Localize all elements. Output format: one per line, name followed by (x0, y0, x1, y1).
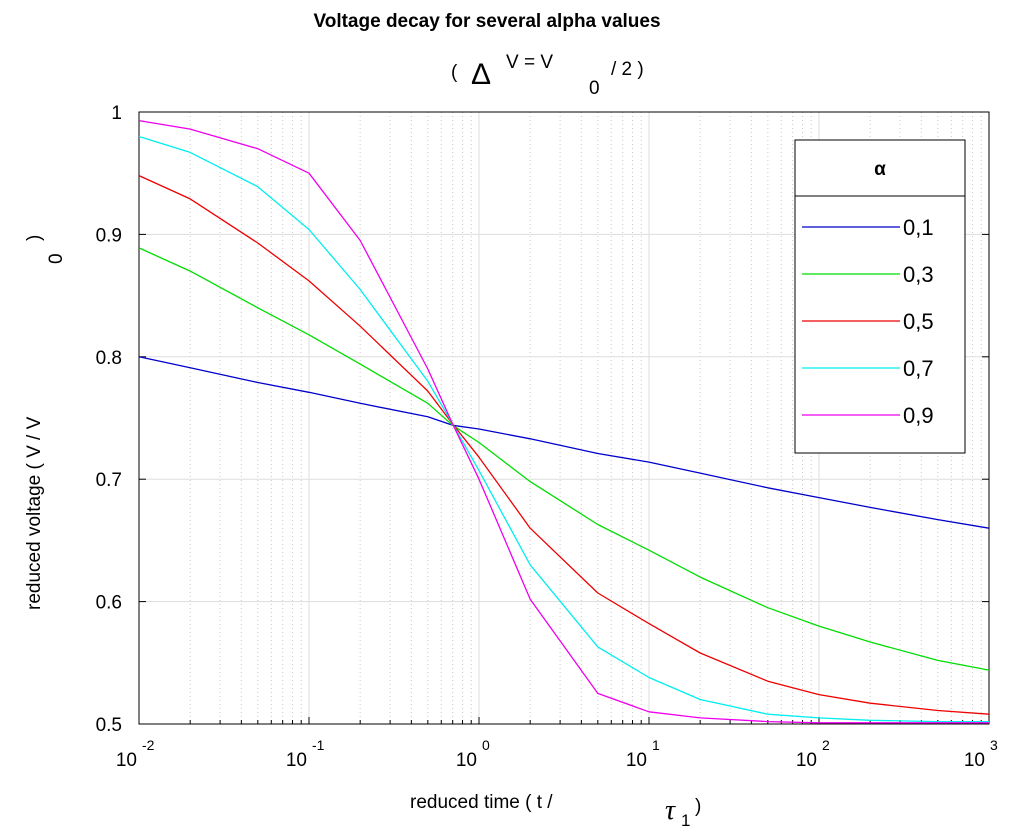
x-tick-label: 10 3 (964, 737, 998, 771)
legend-label: 0,7 (903, 356, 934, 381)
subtitle-open-paren: ( (451, 62, 458, 83)
x-tick-exponent: 3 (990, 737, 998, 753)
x-tick-base: 10 (626, 750, 647, 771)
x-axis-label-subscript: 1 (681, 811, 690, 830)
x-tick-label: 10 0 (456, 737, 490, 771)
plot-frame (138, 111, 990, 725)
x-tick-base: 10 (116, 750, 137, 771)
x-tick-label: 10 -2 (116, 737, 155, 771)
x-tick-exponent: 2 (822, 737, 830, 753)
x-tick-exponent: -2 (142, 737, 155, 753)
x-tick-base: 10 (964, 750, 985, 771)
y-axis-label-zero: 0 (46, 253, 67, 264)
legend-entry: 0,3 (802, 262, 934, 287)
y-tick-label: 0.6 (96, 593, 122, 614)
series-lines (138, 119, 990, 724)
x-tick-label: 10 2 (796, 737, 830, 771)
y-axis-label-close: ) (24, 235, 45, 241)
series-line-0-9 (138, 119, 989, 724)
x-tick-exponent: 1 (652, 737, 660, 753)
x-tick-base: 10 (286, 750, 307, 771)
subtitle-subscript-zero: 0 (589, 78, 600, 99)
x-axis-label-tau: τ (665, 795, 676, 826)
y-axis-label-text: reduced voltage ( V / V (24, 416, 45, 610)
legend-box (794, 139, 966, 454)
legend-entry: 0,9 (802, 403, 934, 428)
y-tick-label: 0.7 (96, 470, 122, 491)
legend-entries: 0,1 0,3 0,5 0,7 0,9 (802, 215, 934, 428)
chart-subtitle: ( Δ V = V 0 / 2 ) (451, 52, 644, 99)
x-axis-ticks: 10 -2 10 -1 10 0 10 1 10 2 10 3 (116, 737, 998, 771)
x-axis-label-text: reduced time ( t / (410, 792, 553, 813)
x-axis-label: reduced time ( t / τ 1 ) (410, 792, 701, 830)
series-line-0-5 (138, 175, 990, 715)
subtitle-delta-symbol: Δ (471, 58, 491, 91)
series-line-0-1 (138, 356, 990, 529)
x-tick-exponent: -1 (312, 737, 325, 753)
legend-entry: 0,1 (802, 215, 934, 240)
x-tick-label: 10 1 (626, 737, 660, 771)
y-axis-ticks: 0.5 0.6 0.7 0.8 0.9 1 (96, 103, 122, 736)
subtitle-v-equals-v: V = V (506, 52, 553, 73)
x-tick-exponent: 0 (482, 737, 490, 753)
x-axis-label-close: ) (695, 796, 701, 817)
y-axis-label: reduced voltage ( V / V 0 ) (24, 235, 67, 610)
series-line-0-7 (138, 135, 989, 723)
x-tick-base: 10 (796, 750, 817, 771)
legend-label: 0,9 (903, 403, 934, 428)
legend-title: α (874, 159, 886, 180)
y-tick-label: 1 (111, 103, 122, 124)
subtitle-divide-two: / 2 ) (611, 59, 644, 80)
legend-entry: 0,7 (802, 356, 934, 381)
y-tick-label: 0.8 (96, 348, 122, 369)
y-tick-label: 0.9 (96, 225, 122, 246)
x-tick-label: 10 -1 (286, 737, 325, 771)
legend-entry: 0,5 (802, 309, 934, 334)
legend-label: 0,3 (903, 262, 934, 287)
series-line-0-3 (138, 247, 990, 671)
legend-label: 0,1 (903, 215, 934, 240)
y-tick-label: 0.5 (96, 715, 122, 736)
legend-label: 0,5 (903, 309, 934, 334)
legend: α 0,1 0,3 0,5 0,7 0,9 (794, 139, 966, 454)
chart-title: Voltage decay for several alpha values (313, 11, 660, 32)
x-tick-base: 10 (456, 750, 477, 771)
